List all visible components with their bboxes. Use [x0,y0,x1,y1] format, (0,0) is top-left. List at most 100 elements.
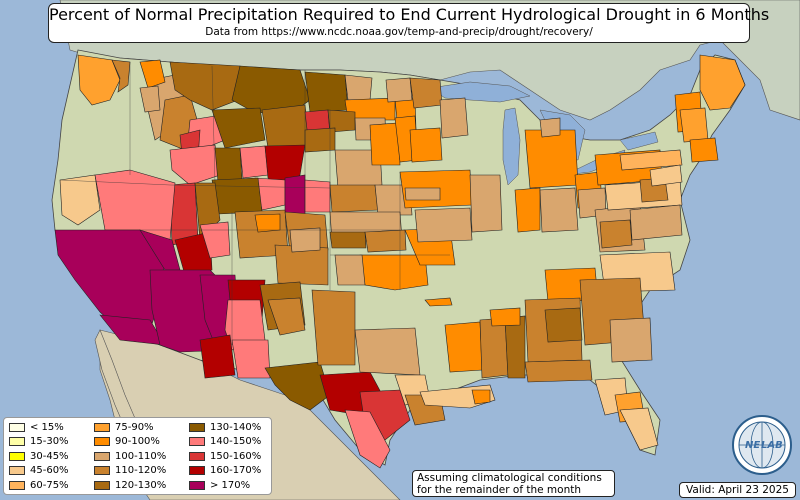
legend-swatch [94,423,110,432]
legend-label: 60-75% [30,480,69,491]
legend-swatch [9,452,25,461]
region-maine [699,54,746,111]
legend-swatch [189,481,205,490]
state-borders [59,62,450,345]
assumption-note: Assuming climatological conditions for t… [412,470,615,497]
region-virginia-brown [599,219,633,249]
region-utah-160 [174,231,213,276]
region-wyoming-purple [284,174,306,216]
region-virginia [629,204,683,241]
region-idaho-orange [139,59,166,89]
map-subtitle: Data from https://www.ncdc.noaa.gov/temp… [205,26,593,38]
map-title: Percent of Normal Precipitation Required… [49,5,770,24]
legend-swatch [9,423,25,432]
legend-swatch [189,452,205,461]
region-montana-south [211,107,266,149]
legend-swatch [94,437,110,446]
legend-label: < 15% [30,422,64,433]
legend-swatch [9,466,25,475]
region-iowa-tan [404,187,441,201]
title-box: Percent of Normal Precipitation Required… [48,3,770,43]
region-ny-tan [649,164,683,187]
legend-label: 45-60% [30,465,69,476]
region-texas-south [344,409,391,469]
legend-label: 100-110% [115,451,167,462]
region-utah-salmon [199,221,231,259]
region-texas-east [354,327,421,376]
legend-label: 160-170% [210,465,262,476]
legend-swatch [189,466,205,475]
legend-label: 110-120% [115,465,167,476]
legend-swatch [94,466,110,475]
region-kansas-brown [329,231,367,249]
region-oregon-south [59,174,101,226]
region-georgia-coast [609,317,653,363]
globe-logo-icon: NE LAB [732,415,792,475]
region-colorado-pink [304,179,331,213]
region-ne-washington [111,59,131,93]
legend-label: 120-130% [115,480,167,491]
region-minnesota-brown [409,77,443,109]
legend-label: 140-150% [210,436,262,447]
region-minnesota-tan [385,77,413,103]
region-wyoming-west [214,147,243,183]
legend-swatch [189,423,205,432]
region-kansas-east [364,229,407,253]
region-texas-panhandle [311,289,356,366]
region-nebraska-brown [329,184,379,213]
region-mississippi [479,317,509,379]
region-idaho-west [139,85,161,113]
region-sd-orange [369,122,401,166]
region-nm-pink-s [231,339,271,379]
region-florida-south [619,407,659,451]
region-georgia-brown [544,307,583,343]
region-nevada-pink [94,169,176,241]
region-sd-brown [327,109,356,133]
region-oklahoma-tan [334,254,366,286]
lake-superior [429,81,531,103]
region-illinois-orange [514,187,541,233]
region-wyoming-pink [239,145,269,179]
region-wisconsin-orange [409,127,443,163]
legend-label: > 170% [210,480,251,491]
lake-ontario [619,131,659,151]
region-ny-pale [619,149,683,171]
legend: < 15% 15-30% 30-45% 45-60% 60-75% 75-90% 90-10… [3,417,272,495]
region-nd-east [344,74,373,101]
legend-swatch [9,437,25,446]
region-nm-red-sw [199,334,236,379]
region-michigan-tan [539,117,561,138]
legend-swatch [94,452,110,461]
region-mississippi-orange [489,307,521,327]
region-missouri [414,207,473,243]
region-michigan-orange [524,129,579,189]
legend-swatch [9,481,25,490]
valid-date: Valid: April 23 2025 [679,482,796,498]
region-wyoming-east [304,127,336,153]
legend-label: 30-45% [30,451,69,462]
region-missouri-orange [424,297,453,307]
region-arkansas-orange [444,321,483,373]
drought-regions [54,54,746,469]
lake-michigan [502,107,521,186]
legend-label: 90-100% [115,436,160,447]
region-nd-west [304,71,349,113]
logo-text-left: NE [745,440,760,451]
logo-text-right: LAB [761,440,783,451]
region-wisconsin [439,97,469,139]
region-illinois-tan [469,174,503,233]
legend-swatch [94,481,110,490]
legend-label: 130-140% [210,422,262,433]
assumption-note-line2: for the remainder of the month [417,484,582,496]
region-mass [689,137,719,163]
legend-label: 150-160% [210,451,262,462]
region-nm-orange [267,297,306,336]
region-la-orange [471,389,491,405]
legend-label: 15-30% [30,436,69,447]
region-id-wy-pink [169,144,221,186]
assumption-note-line1: Assuming climatological conditions [417,472,602,484]
region-montana-se [261,104,311,149]
region-colorado-tan [289,227,321,253]
